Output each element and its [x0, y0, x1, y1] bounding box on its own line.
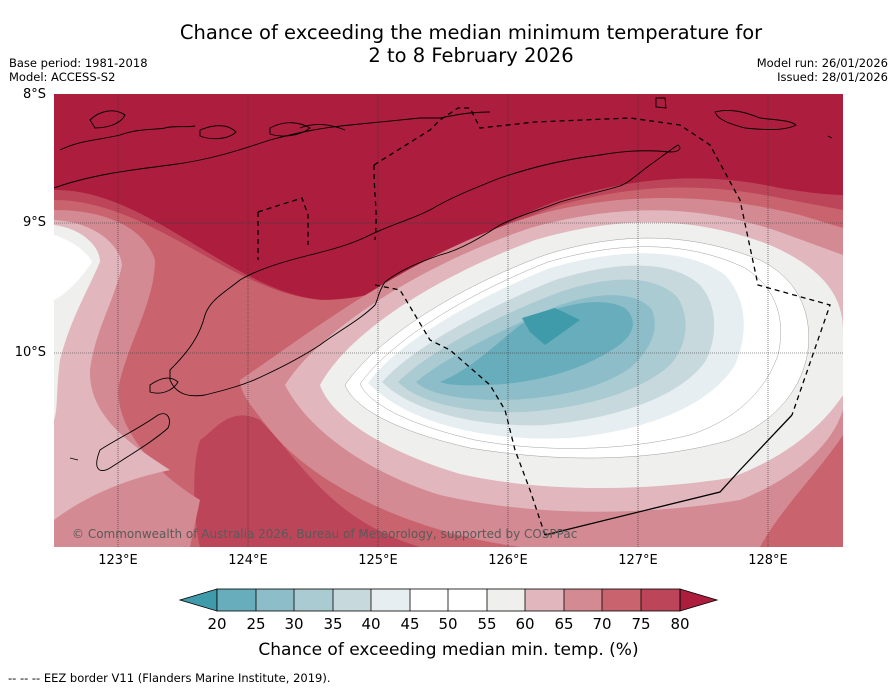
issued-date: Issued: 28/01/2026	[777, 70, 888, 84]
lon-label-128e: 128°E	[748, 553, 788, 568]
coastlines	[54, 97, 833, 471]
eez-border	[257, 107, 831, 536]
model-name: Model: ACCESS-S2	[9, 70, 116, 84]
colorbar-tick-75: 75	[631, 615, 651, 633]
colorbar-tick-50: 50	[438, 615, 458, 633]
colorbar-swatch-45-50	[410, 589, 448, 611]
lon-label-127e: 127°E	[618, 553, 658, 568]
colorbar-swatch-20-25	[217, 589, 256, 611]
copyright-notice: © Commonwealth of Australia 2026, Bureau…	[72, 527, 578, 541]
colorbar-tick-40: 40	[361, 615, 381, 633]
colorbar-tick-20: 20	[207, 615, 227, 633]
colorbar-swatch-25-30	[256, 589, 294, 611]
lat-label-10s: 10°S	[14, 345, 46, 360]
colorbar-swatch-50-55	[448, 589, 487, 611]
band-lt20	[522, 308, 580, 345]
colorbar-tick-80: 80	[670, 615, 690, 633]
colorbar-tick-60: 60	[515, 615, 535, 633]
chart-title-line2: 2 to 8 February 2026	[368, 44, 574, 67]
colorbar-tick-45: 45	[400, 615, 420, 633]
colorbar-swatch-70-75	[602, 589, 641, 611]
colorbar-swatch-75-80	[641, 589, 680, 611]
colorbar-arrow-high	[679, 588, 719, 612]
colorbar	[178, 588, 719, 612]
base-period: Base period: 1981-2018	[9, 56, 148, 70]
lon-label-125e: 125°E	[358, 553, 398, 568]
lon-label-126e: 126°E	[488, 553, 528, 568]
colorbar-swatch-40-45	[371, 589, 410, 611]
model-run: Model run: 26/01/2026	[756, 56, 888, 70]
colorbar-tick-55: 55	[477, 615, 497, 633]
colorbar-swatch-55-60	[487, 589, 525, 611]
lat-label-8s: 8°S	[22, 87, 46, 102]
graticule	[54, 94, 843, 547]
eez-footnote: -- -- -- EEZ border V11 (Flanders Marine…	[8, 671, 331, 685]
colorbar-swatch-30-35	[294, 589, 333, 611]
colorbar-arrow-low	[178, 588, 218, 612]
colorbar-tick-65: 65	[554, 615, 574, 633]
colorbar-swatch-65-70	[564, 589, 602, 611]
lat-label-9s: 9°S	[22, 215, 46, 230]
colorbar-label: Chance of exceeding median min. temp. (%…	[258, 640, 639, 660]
colorbar-swatch-60-65	[525, 589, 564, 611]
lon-label-123e: 123°E	[98, 553, 138, 568]
band-20-25	[440, 302, 633, 386]
probability-field	[54, 94, 843, 547]
colorbar-tick-25: 25	[246, 615, 266, 633]
contour-lines	[344, 237, 809, 459]
eez-solid-border	[544, 414, 793, 536]
colorbar-tick-35: 35	[323, 615, 343, 633]
lon-label-124e: 124°E	[228, 553, 268, 568]
colorbar-tick-30: 30	[284, 615, 304, 633]
colorbar-swatch-35-40	[333, 589, 371, 611]
colorbar-tick-70: 70	[592, 615, 612, 633]
chart-title-line1: Chance of exceeding the median minimum t…	[179, 21, 763, 44]
